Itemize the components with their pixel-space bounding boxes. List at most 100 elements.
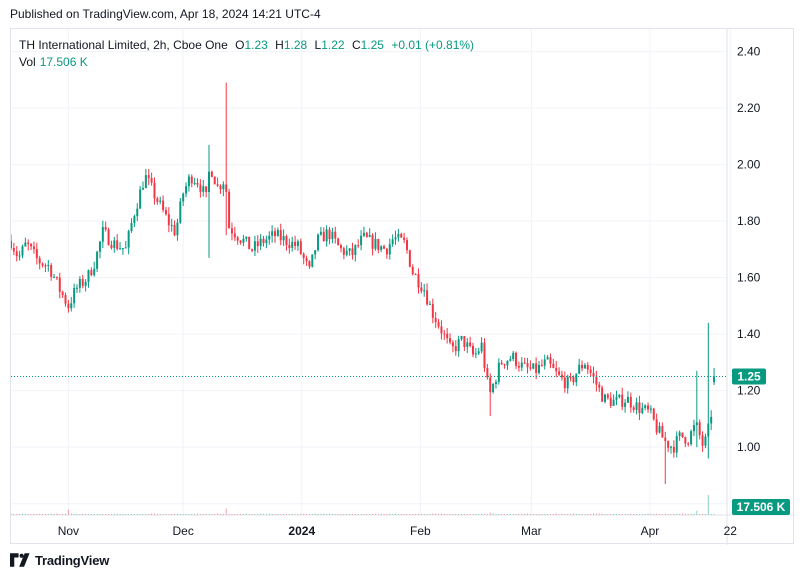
candle-body (449, 338, 452, 343)
volume-bar (357, 514, 359, 515)
candle-body (96, 251, 99, 269)
volume-bar (329, 513, 331, 515)
candle-body (121, 248, 124, 250)
candle-body (583, 364, 586, 369)
candle-body (311, 254, 314, 267)
candle-body (394, 237, 397, 240)
volume-bar (529, 514, 531, 515)
candle-body (558, 371, 561, 375)
published-caption: Published on TradingView.com, Apr 18, 20… (10, 7, 321, 21)
candle-body (414, 274, 417, 276)
candle-body (285, 236, 288, 246)
volume-bar (664, 513, 666, 515)
candle-body (626, 396, 629, 403)
candle-body (236, 237, 239, 241)
chart-legend: TH International Limited, 2h, Cboe One O… (19, 37, 474, 70)
volume-bar (254, 513, 256, 515)
volume-bar (679, 513, 681, 515)
volume-bar (93, 514, 95, 515)
volume-bar (87, 514, 89, 515)
volume-bar (59, 513, 61, 515)
candle-body (61, 291, 64, 296)
volume-bar (400, 514, 402, 515)
candle-body (604, 394, 606, 402)
volume-bar (587, 514, 589, 515)
volume-bar (331, 514, 333, 515)
volume-bar (70, 513, 72, 515)
volume-bar (647, 513, 649, 515)
volume-bar (469, 513, 471, 515)
candle-body (492, 384, 495, 393)
volume-bar (653, 513, 655, 515)
volume-bar (334, 514, 336, 515)
candle-body (87, 270, 90, 282)
volume-bar (320, 513, 322, 515)
low-value: 1.22 (321, 38, 345, 52)
volume-bar (56, 513, 58, 515)
candle-body (664, 437, 667, 441)
volume-bar (219, 514, 221, 515)
volume-bar (702, 514, 704, 515)
candle-body (710, 416, 713, 424)
chart-pane[interactable]: 2.402.202.001.801.601.401.201.000.80001.… (10, 28, 795, 545)
candle-body (55, 276, 58, 278)
volume-bar (194, 514, 196, 515)
volume-bar (30, 514, 32, 515)
candle-body (67, 303, 70, 309)
x-tick-label: Nov (58, 524, 79, 538)
candle-body (139, 189, 142, 209)
candle-body (162, 200, 165, 211)
candle-body (130, 223, 133, 232)
price-chart[interactable]: 2.402.202.001.801.601.401.201.000.80001.… (11, 29, 795, 545)
volume-bar (208, 513, 210, 515)
candle-body (426, 290, 429, 305)
volume-bar (638, 514, 640, 515)
candle-body (351, 248, 354, 255)
volume-bar (372, 513, 374, 515)
ohlc-legend-row: TH International Limited, 2h, Cboe One O… (19, 37, 474, 53)
candle-body (655, 419, 658, 433)
candle-body (354, 245, 357, 255)
volume-bar (547, 513, 549, 515)
candle-body (678, 432, 681, 437)
tradingview-branding[interactable]: TradingView (10, 551, 109, 569)
candle-body (182, 193, 185, 202)
volume-bar (27, 513, 29, 515)
candle-body (589, 369, 592, 373)
volume-bar (231, 514, 233, 515)
x-tick-label: Feb (410, 524, 431, 538)
volume-bar (263, 513, 265, 515)
volume-bar (156, 514, 158, 515)
volume-bar (128, 513, 130, 515)
candle-body (460, 336, 463, 340)
volume-bar (16, 514, 18, 515)
volume-bar (535, 514, 537, 515)
candle-body (543, 359, 546, 366)
candle-body (469, 342, 472, 346)
candle-body (701, 435, 704, 446)
candle-body (529, 367, 532, 369)
candle-body (153, 182, 156, 199)
candle-body (383, 246, 386, 249)
volume-legend-row: Vol 17.506 K (19, 54, 474, 70)
candle-body (142, 188, 144, 190)
open-label: O (235, 38, 245, 52)
volume-bar (277, 514, 279, 515)
volume-bar (567, 514, 569, 515)
volume-bar (248, 514, 250, 515)
volume-bar (681, 513, 683, 515)
volume-bar (133, 514, 135, 515)
volume-bar (53, 514, 55, 515)
volume-bar (108, 514, 110, 515)
x-tick-label: 22 (724, 524, 738, 538)
volume-bar (610, 514, 612, 515)
volume-bar (380, 513, 382, 515)
volume-bar (432, 513, 434, 515)
volume-bar (483, 514, 485, 515)
candle-body (624, 402, 627, 407)
volume-bar (176, 514, 178, 515)
candle-body (523, 362, 526, 364)
candle-body (388, 244, 391, 255)
volume-bar (552, 514, 554, 515)
candle-body (377, 238, 380, 250)
